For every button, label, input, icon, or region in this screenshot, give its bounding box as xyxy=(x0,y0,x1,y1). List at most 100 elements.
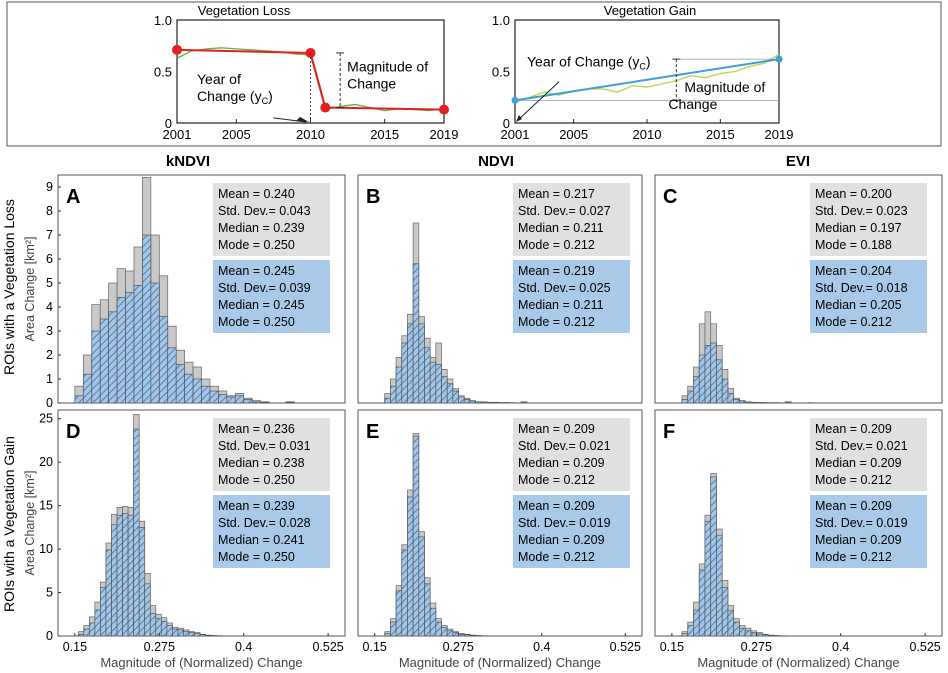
year-label-close: ) xyxy=(268,88,273,104)
histogram-bar-filtered xyxy=(452,632,459,637)
y-tick-label: 5 xyxy=(46,276,53,290)
x-tick-label: 0.525 xyxy=(909,640,940,654)
stats-mode: Mode = 0.212 xyxy=(518,550,595,564)
histogram-bar-filtered xyxy=(681,399,689,404)
stats-mode: Mode = 0.212 xyxy=(518,238,595,252)
histogram-bar-filtered xyxy=(390,385,397,404)
stats-box-background xyxy=(810,418,927,491)
stats-std: Std. Dev.= 0.019 xyxy=(518,516,611,530)
histogram-bar-filtered xyxy=(155,618,162,637)
histogram-bar-filtered xyxy=(209,390,219,404)
stats-std: Std. Dev.= 0.027 xyxy=(518,204,611,218)
stats-box-filtered: Mean = 0.204 Std. Dev.= 0.018 Median = 0.2… xyxy=(810,260,927,333)
stats-box-filtered: Mean = 0.245 Std. Dev.= 0.039 Median = 0.2… xyxy=(213,260,330,333)
schematic-gain-axes xyxy=(514,19,780,124)
schematic-loss-plot: Vegetation Loss 2001 2005 2010 2015 2019 0 0.5… xyxy=(154,3,459,142)
histogram-bar-filtered xyxy=(133,428,140,637)
x-tick-label: 2005 xyxy=(222,127,251,142)
stats-median: Median = 0.211 xyxy=(518,298,604,312)
x-tick-label: 0.4 xyxy=(235,640,252,654)
stats-median: Median = 0.209 xyxy=(815,456,902,470)
histogram-bar-filtered xyxy=(412,263,420,404)
stats-box-all: Mean = 0.200 Std. Dev.= 0.023 Median = 0.1… xyxy=(810,183,927,256)
panel-f: F Mean = 0.209 Std. Dev.= 0.021 Median = 0.… xyxy=(654,409,943,670)
panel-d: D Mean = 0.236 Std. Dev.= 0.031 Median = 0.… xyxy=(23,409,346,670)
y-tick-label: 6 xyxy=(46,252,53,266)
histogram-bar-filtered xyxy=(441,626,448,637)
histogram-bar-filtered xyxy=(94,609,101,637)
histogram-bar-filtered xyxy=(452,390,459,404)
histogram-bar-filtered xyxy=(82,373,93,404)
y-tick-label: 5 xyxy=(46,586,53,600)
histogram-bar-filtered xyxy=(429,361,437,404)
x-tick-label: 2015 xyxy=(370,127,399,142)
stats-mean: Mean = 0.239 xyxy=(218,499,295,513)
stats-mean: Mean = 0.245 xyxy=(218,264,295,278)
histogram-bar-filtered xyxy=(744,630,752,637)
schematic-gain-plot: Vegetation Gain 2001 2005 2010 2015 2019 0 0.5… xyxy=(492,3,794,142)
histogram-bar-filtered xyxy=(199,634,206,637)
stats-std: Std. Dev.= 0.025 xyxy=(518,281,611,295)
fitted-breakpoint-marker xyxy=(439,104,449,115)
y-tick-label: 1.0 xyxy=(492,13,510,28)
stats-std: Std. Dev.= 0.043 xyxy=(218,204,311,218)
histogram-bar-filtered xyxy=(458,633,465,637)
stats-std: Std. Dev.= 0.023 xyxy=(815,204,908,218)
histogram-bar-filtered xyxy=(243,399,253,404)
x-tick-label: 0.275 xyxy=(144,640,175,654)
histogram-bar-filtered xyxy=(260,401,270,404)
histogram-bar-filtered xyxy=(194,633,201,637)
histogram-bar-filtered xyxy=(475,401,482,404)
x-axis-label: Magnitude of (Normalized) Change xyxy=(399,655,601,670)
histogram-bar-filtered xyxy=(698,354,706,404)
stats-std: Std. Dev.= 0.018 xyxy=(815,281,908,295)
stats-mean: Mean = 0.200 xyxy=(815,187,892,201)
schematic-frame xyxy=(6,1,942,147)
histogram-bar-filtered xyxy=(418,536,425,637)
histogram-bar-filtered xyxy=(429,607,437,637)
histogram-bar-filtered xyxy=(784,401,792,404)
stats-mode: Mode = 0.250 xyxy=(218,315,295,329)
histogram-bar-filtered xyxy=(395,590,403,637)
stats-mean: Mean = 0.209 xyxy=(518,422,595,436)
x-tick-label: 2001 xyxy=(163,127,192,142)
stats-mode: Mode = 0.212 xyxy=(518,315,595,329)
histogram-bar-filtered xyxy=(251,401,261,404)
y-tick-label: 20 xyxy=(39,455,53,469)
histogram-bar-filtered xyxy=(175,364,185,404)
histogram-bar-filtered xyxy=(767,634,775,637)
stats-box-filtered: Mean = 0.219 Std. Dev.= 0.025 Median = 0.2… xyxy=(513,260,630,333)
histogram-bar-filtered xyxy=(88,622,96,637)
year-of-change-label: Change (yC) xyxy=(197,88,273,106)
histogram-bar-filtered xyxy=(424,583,431,637)
stats-std: Std. Dev.= 0.039 xyxy=(218,281,311,295)
histogram-bar-filtered xyxy=(100,586,107,637)
histogram-bar-filtered xyxy=(710,342,717,404)
histogram-bar-filtered xyxy=(205,634,212,637)
histogram-bar-filtered xyxy=(133,285,143,404)
year-arrowhead xyxy=(295,117,310,122)
x-tick-label: 2010 xyxy=(633,127,662,142)
year-label-close: ) xyxy=(646,53,651,69)
stats-median: Median = 0.238 xyxy=(218,456,305,470)
stats-box-all: Mean = 0.236 Std. Dev.= 0.031 Median = 0.2… xyxy=(213,418,330,491)
magnitude-label: Change xyxy=(668,96,717,112)
histogram-bar-filtered xyxy=(125,292,135,404)
histogram-bar-filtered xyxy=(116,297,126,404)
x-tick-label: 0.15 xyxy=(63,640,87,654)
stats-box-background xyxy=(213,183,330,256)
fitted-breakpoint-marker xyxy=(172,44,182,55)
y-tick-label: 8 xyxy=(46,204,53,218)
fitted-series-line xyxy=(514,58,780,102)
histogram-bar-filtered xyxy=(122,513,129,637)
year-subscript: C xyxy=(639,61,646,71)
histogram-bar-filtered xyxy=(762,634,769,637)
stats-median: Median = 0.241 xyxy=(218,533,305,547)
histogram-bar-filtered xyxy=(160,620,168,637)
stats-mean: Mean = 0.236 xyxy=(218,422,295,436)
histogram-bar-filtered xyxy=(721,378,729,404)
y-tick-label: 10 xyxy=(39,542,53,556)
histogram-bar-filtered xyxy=(142,234,152,404)
stats-mean: Mean = 0.204 xyxy=(815,264,892,278)
stats-median: Median = 0.197 xyxy=(815,221,902,235)
